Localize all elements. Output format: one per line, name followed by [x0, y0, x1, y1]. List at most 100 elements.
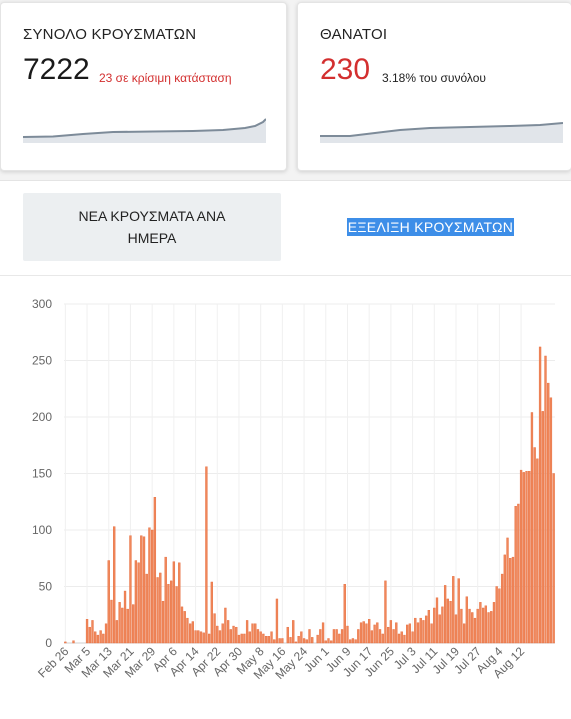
bar[interactable] [264, 636, 268, 644]
bar[interactable] [495, 586, 498, 644]
bar[interactable] [319, 629, 322, 644]
bar[interactable] [427, 610, 431, 644]
bar[interactable] [197, 630, 200, 644]
bar[interactable] [207, 633, 211, 644]
bar[interactable] [262, 633, 265, 644]
bar[interactable] [362, 621, 365, 644]
bar[interactable] [492, 602, 496, 644]
bar[interactable] [397, 633, 401, 644]
bar[interactable] [161, 600, 165, 644]
tab-cases-evolution[interactable]: ΕΞΕΛΙΞΗ ΚΡΟΥΣΜΑΤΩΝ [290, 193, 571, 261]
bar[interactable] [346, 625, 349, 644]
bar[interactable] [270, 631, 273, 644]
bar[interactable] [148, 527, 151, 644]
bar[interactable] [205, 466, 208, 644]
bar[interactable] [414, 617, 417, 644]
bar[interactable] [384, 580, 387, 644]
bar[interactable] [335, 629, 338, 644]
bar[interactable] [297, 636, 300, 644]
bar[interactable] [446, 598, 450, 644]
bar[interactable] [357, 629, 360, 644]
bar[interactable] [91, 620, 94, 644]
bar[interactable] [311, 637, 314, 644]
bar[interactable] [137, 562, 140, 644]
bar[interactable] [64, 641, 67, 644]
bar[interactable] [370, 630, 374, 644]
bar[interactable] [281, 638, 284, 644]
bar[interactable] [340, 629, 344, 644]
bar[interactable] [289, 637, 292, 644]
bar[interactable] [321, 622, 325, 644]
bar[interactable] [99, 630, 102, 644]
bar[interactable] [254, 623, 257, 644]
bar[interactable] [251, 623, 254, 644]
bar[interactable] [186, 617, 189, 644]
bar[interactable] [134, 560, 138, 644]
bar[interactable] [226, 620, 230, 644]
bar[interactable] [308, 629, 311, 644]
bar[interactable] [487, 612, 490, 644]
bar[interactable] [248, 631, 251, 644]
bar[interactable] [430, 623, 433, 644]
bar[interactable] [454, 614, 458, 644]
bar[interactable] [202, 632, 205, 644]
bar[interactable] [503, 554, 506, 644]
bar[interactable] [511, 556, 515, 644]
bar[interactable] [332, 629, 336, 644]
bar[interactable] [273, 639, 276, 644]
bar[interactable] [115, 620, 119, 644]
bar[interactable] [159, 572, 162, 644]
bar[interactable] [213, 613, 216, 644]
bar[interactable] [88, 626, 91, 644]
bar[interactable] [433, 607, 436, 644]
bar[interactable] [172, 561, 176, 644]
bar[interactable] [180, 606, 184, 644]
bar[interactable] [237, 634, 241, 644]
bar[interactable] [267, 636, 270, 644]
bar[interactable] [292, 620, 295, 644]
bar[interactable] [118, 602, 121, 644]
bar[interactable] [457, 578, 460, 644]
bar[interactable] [324, 640, 327, 644]
bar[interactable] [368, 619, 371, 644]
bar[interactable] [452, 576, 455, 644]
bar[interactable] [389, 620, 393, 644]
bar[interactable] [300, 631, 303, 644]
bar[interactable] [465, 596, 468, 644]
bar[interactable] [522, 472, 525, 644]
bar[interactable] [484, 605, 487, 644]
bar[interactable] [411, 631, 414, 644]
bar[interactable] [167, 584, 170, 644]
bar[interactable] [178, 562, 181, 644]
bar[interactable] [142, 536, 146, 644]
bar[interactable] [240, 633, 243, 644]
bar[interactable] [517, 503, 520, 644]
bar[interactable] [395, 622, 398, 644]
bar[interactable] [406, 624, 409, 644]
bar[interactable] [145, 573, 148, 644]
bar[interactable] [481, 607, 485, 644]
bar[interactable] [392, 629, 395, 644]
bar[interactable] [349, 639, 352, 644]
bar[interactable] [72, 640, 75, 644]
bar[interactable] [528, 471, 531, 644]
bar[interactable] [476, 608, 479, 644]
bar[interactable] [216, 625, 219, 644]
bar[interactable] [468, 608, 471, 644]
bar[interactable] [245, 620, 249, 644]
bar[interactable] [424, 615, 428, 644]
bar[interactable] [376, 622, 379, 644]
bar[interactable] [294, 641, 298, 644]
bar[interactable] [210, 581, 213, 644]
bar[interactable] [164, 556, 167, 644]
bar[interactable] [153, 497, 157, 644]
bar[interactable] [256, 629, 260, 644]
bar[interactable] [387, 626, 390, 644]
bar[interactable] [419, 617, 422, 644]
bar[interactable] [102, 633, 105, 644]
bar[interactable] [514, 506, 517, 644]
bar[interactable] [422, 620, 425, 644]
bar[interactable] [169, 580, 173, 644]
bar[interactable] [544, 355, 547, 644]
bar[interactable] [343, 584, 346, 644]
